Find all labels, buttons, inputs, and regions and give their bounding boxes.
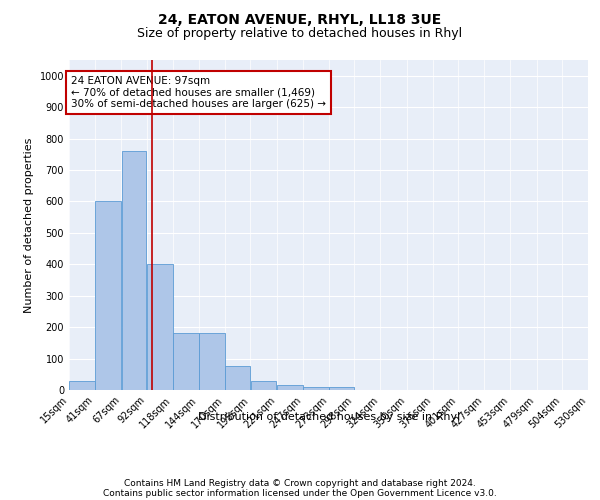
Text: 24 EATON AVENUE: 97sqm
← 70% of detached houses are smaller (1,469)
30% of semi-: 24 EATON AVENUE: 97sqm ← 70% of detached… bbox=[71, 76, 326, 109]
Bar bbox=[303, 387, 329, 390]
Bar bbox=[226, 366, 250, 390]
Bar bbox=[173, 334, 199, 390]
Y-axis label: Number of detached properties: Number of detached properties bbox=[24, 138, 34, 312]
Bar bbox=[277, 386, 302, 390]
Bar bbox=[251, 380, 277, 390]
Text: Distribution of detached houses by size in Rhyl: Distribution of detached houses by size … bbox=[197, 412, 460, 422]
Text: Size of property relative to detached houses in Rhyl: Size of property relative to detached ho… bbox=[137, 28, 463, 40]
Bar bbox=[122, 151, 146, 390]
Text: Contains public sector information licensed under the Open Government Licence v3: Contains public sector information licen… bbox=[103, 488, 497, 498]
Bar bbox=[95, 202, 121, 390]
Text: 24, EATON AVENUE, RHYL, LL18 3UE: 24, EATON AVENUE, RHYL, LL18 3UE bbox=[158, 12, 442, 26]
Text: Contains HM Land Registry data © Crown copyright and database right 2024.: Contains HM Land Registry data © Crown c… bbox=[124, 478, 476, 488]
Bar bbox=[329, 387, 354, 390]
Bar bbox=[199, 334, 225, 390]
Bar bbox=[147, 264, 173, 390]
Bar bbox=[69, 380, 95, 390]
